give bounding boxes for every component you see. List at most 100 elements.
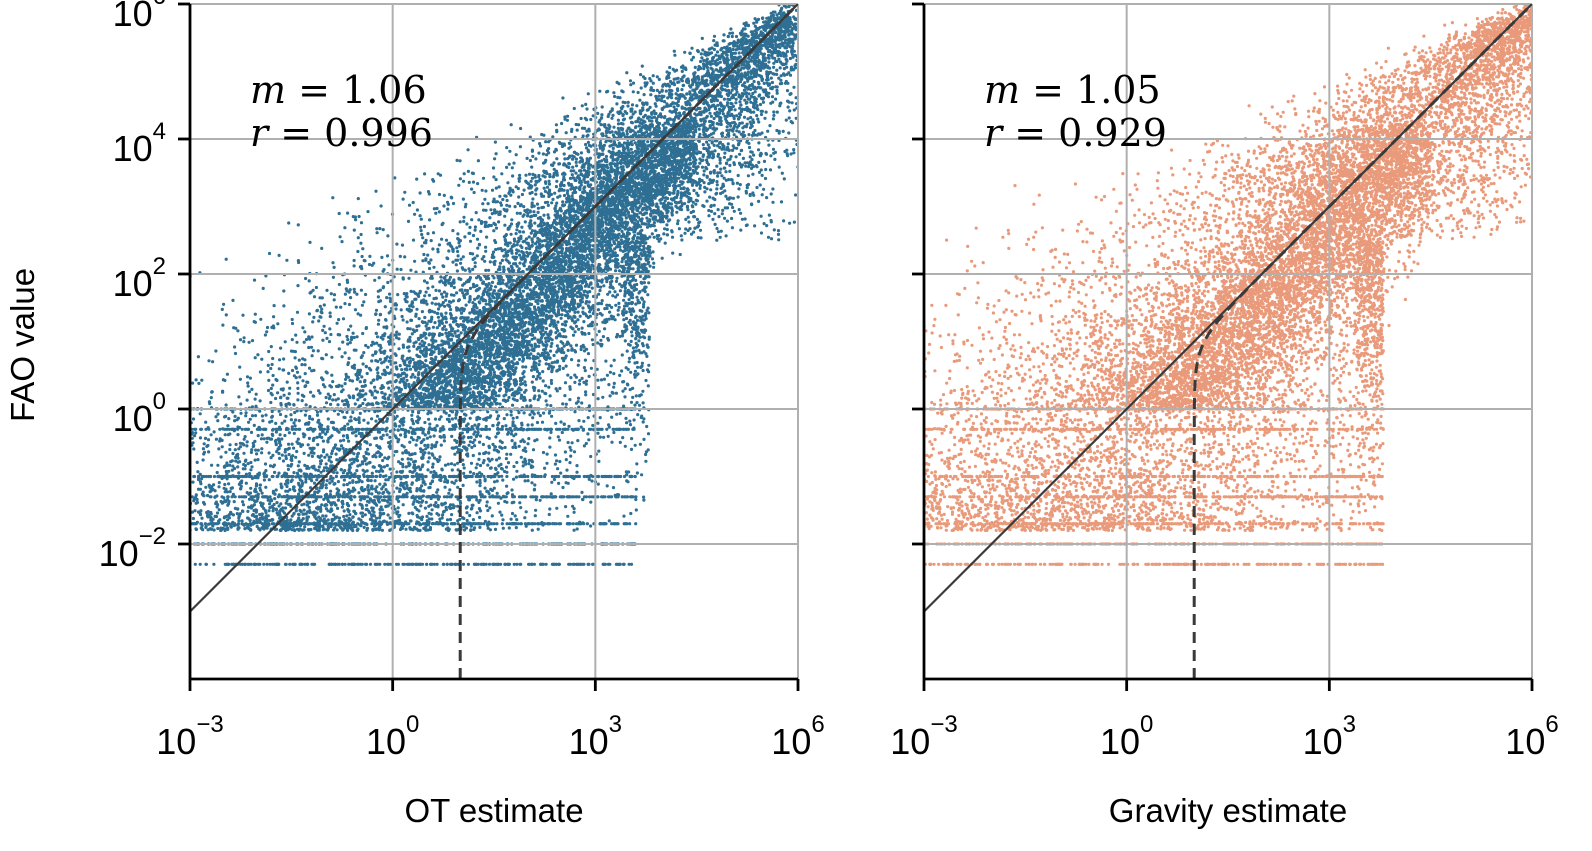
scatter-point (473, 526, 477, 530)
scatter-point (669, 96, 674, 100)
scatter-point (722, 176, 726, 180)
scatter-point (487, 436, 491, 440)
scatter-point (294, 509, 298, 513)
scatter-point (522, 411, 526, 415)
scatter-point (373, 385, 377, 389)
scatter-point (265, 440, 269, 444)
scatter-point (618, 282, 622, 286)
scatter-point (401, 197, 405, 201)
scatter-point (456, 254, 460, 258)
scatter-point (639, 328, 643, 332)
scatter-point (488, 506, 492, 510)
scatter-point (535, 202, 540, 206)
scatter-point (478, 478, 482, 482)
scatter-point (633, 369, 638, 373)
scatter-point (702, 101, 706, 106)
scatter-point (688, 90, 692, 94)
scatter-point (249, 430, 254, 434)
scatter-point (456, 232, 460, 236)
scatter-point (760, 173, 764, 177)
scatter-point (467, 498, 471, 502)
scatter-point (354, 218, 358, 222)
scatter-point (494, 178, 498, 182)
scatter-point (608, 370, 613, 374)
scatter-point (596, 421, 600, 425)
scatter-point (312, 481, 317, 485)
scatter-point (574, 122, 578, 127)
scatter-point (377, 318, 381, 322)
scatter-point (327, 340, 332, 344)
scatter-point (275, 501, 279, 505)
scatter-point (792, 151, 796, 155)
scatter-point (465, 518, 469, 523)
scatter-point (625, 479, 629, 483)
scatter-point (200, 516, 204, 520)
scatter-point (385, 254, 390, 258)
scatter-point (497, 185, 501, 189)
scatter-point (793, 66, 798, 70)
scatter-point (185, 472, 188, 475)
scatter-point (587, 477, 591, 481)
scatter-point (236, 329, 240, 333)
scatter-point (547, 512, 551, 517)
scatter-point (537, 363, 541, 367)
scatter-point (773, 157, 777, 161)
scatter-point (401, 318, 405, 322)
scatter-point (577, 382, 582, 386)
scatter-point (375, 444, 379, 448)
scatter-point (564, 505, 568, 509)
scatter-point (676, 104, 680, 108)
scatter-point (254, 448, 258, 452)
scatter-point (332, 265, 336, 269)
scatter-point (626, 100, 630, 104)
scatter-point (643, 290, 647, 294)
scatter-point (702, 181, 706, 185)
scatter-point (654, 104, 658, 108)
scatter-point (775, 72, 779, 76)
scatter-point (726, 35, 730, 39)
scatter-point (522, 188, 526, 192)
scatter-point (249, 486, 253, 490)
scatter-point (263, 508, 267, 513)
scatter-point (361, 247, 365, 251)
scatter-point (722, 97, 727, 101)
scatter-point (461, 483, 465, 487)
scatter-point (789, 65, 794, 69)
scatter-point (468, 416, 472, 420)
scatter-point (385, 296, 389, 300)
scatter-point (785, 50, 790, 54)
scatter-point (640, 361, 645, 365)
scatter-point (785, 89, 790, 93)
scatter-point (233, 448, 237, 452)
scatter-point (195, 460, 199, 464)
scatter-point (474, 466, 478, 470)
scatter-point (500, 258, 504, 262)
scatter-point (274, 396, 278, 401)
scatter-point (225, 490, 230, 494)
scatter-point (294, 418, 298, 422)
scatter-point (771, 187, 775, 191)
scatter-point (705, 199, 709, 203)
scatter-point (702, 173, 706, 177)
scatter-point (426, 253, 430, 257)
scatter-point (267, 378, 271, 382)
scatter-point (367, 491, 371, 495)
scatter-point (224, 403, 228, 407)
scatter-point (446, 528, 451, 533)
scatter-point (743, 217, 747, 221)
scatter-point (300, 518, 304, 523)
scatter-point (328, 510, 332, 514)
scatter-point (577, 359, 581, 363)
scatter-point (548, 188, 552, 192)
scatter-point (378, 482, 382, 486)
scatter-point (183, 459, 186, 462)
scatter-point (409, 268, 413, 272)
scatter-point (523, 479, 527, 483)
scatter-point (194, 431, 198, 435)
scatter-point (687, 192, 692, 196)
scatter-point (262, 437, 266, 441)
scatter-point (365, 447, 370, 451)
scatter-point (428, 218, 432, 222)
scatter-point (214, 500, 218, 504)
scatter-point (529, 465, 534, 469)
